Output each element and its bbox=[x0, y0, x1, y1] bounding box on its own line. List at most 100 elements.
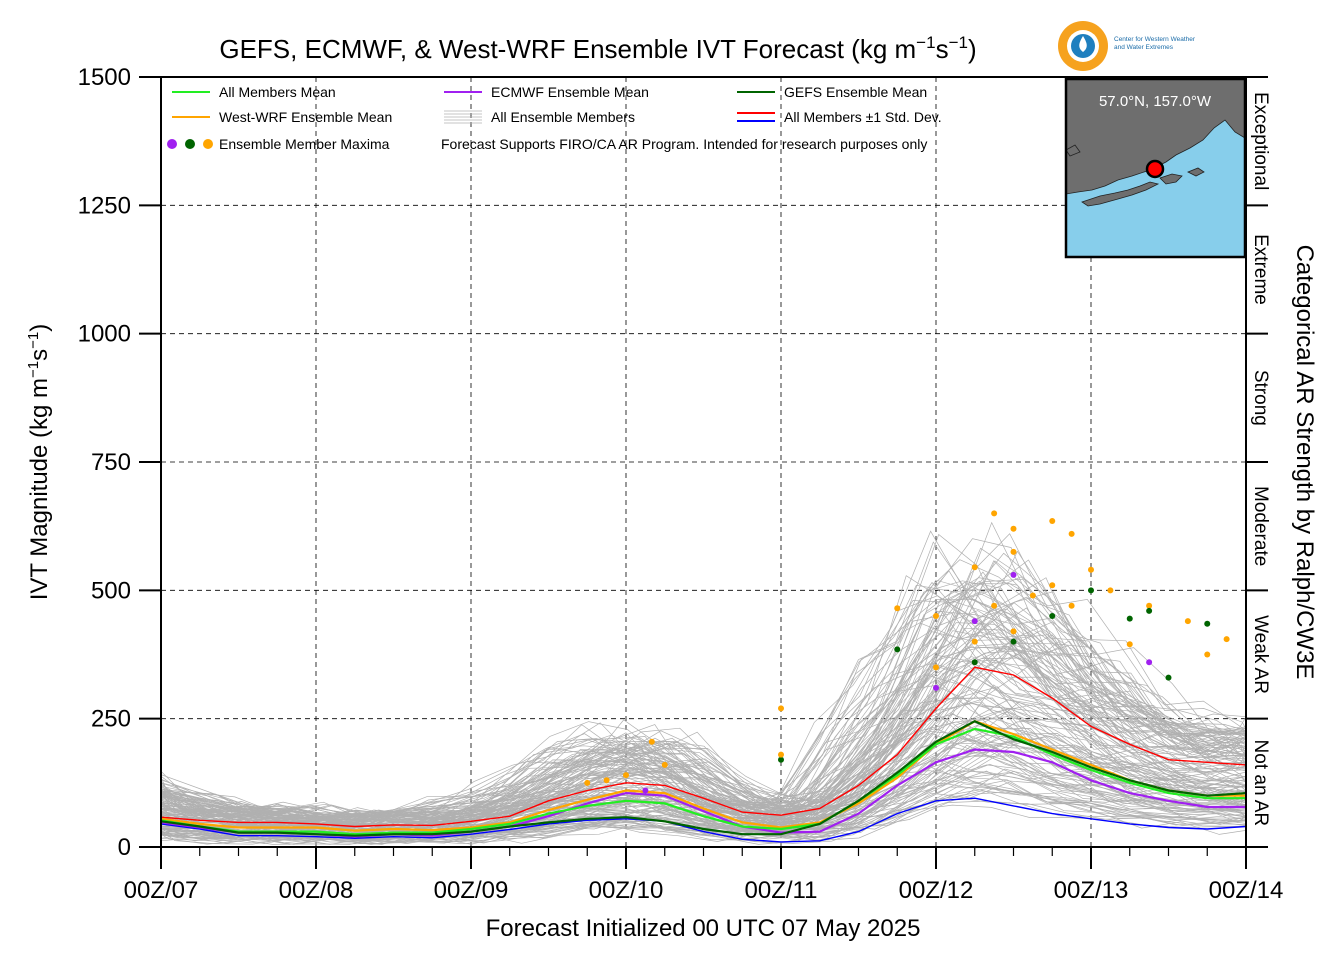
x-tick-label: 00Z/11 bbox=[745, 877, 818, 904]
inset-frame bbox=[1064, 77, 1247, 259]
y-axis: 0 250 500 750 1000 1250 1500 bbox=[78, 64, 161, 861]
category-label: Not an AR bbox=[1250, 740, 1271, 827]
x-tick-label: 00Z/12 bbox=[899, 877, 974, 904]
legend-all-mean: All Members Mean bbox=[219, 84, 336, 100]
maxima-point-wwrf bbox=[1010, 628, 1017, 635]
category-label: Moderate bbox=[1250, 486, 1271, 566]
maxima-point-wwrf bbox=[1184, 618, 1191, 625]
y-tick-label: 1000 bbox=[78, 321, 131, 348]
maxima-point-wwrf bbox=[991, 602, 998, 609]
x-tick-label: 00Z/10 bbox=[589, 877, 664, 904]
maxima-point-wwrf bbox=[1049, 518, 1056, 525]
category-axis: Exceptional Extreme Strong Moderate Weak AR N… bbox=[1246, 76, 1271, 848]
maxima-point-wwrf bbox=[661, 761, 668, 768]
ensemble-member-line bbox=[161, 770, 1246, 845]
x-tick-label: 00Z/09 bbox=[434, 877, 509, 904]
ensemble-member-line bbox=[161, 764, 1246, 841]
maxima-point-ecmwf bbox=[1146, 659, 1153, 666]
maxima-point-wwrf bbox=[778, 751, 784, 758]
maxima-point-wwrf bbox=[1068, 602, 1075, 609]
ensemble-member-line bbox=[161, 721, 1246, 837]
maxima-point-wwrf bbox=[1068, 530, 1075, 537]
logo-line1: Center for Western Weather bbox=[1114, 36, 1196, 43]
maxima-point-gefs bbox=[1126, 615, 1133, 622]
series-wwrf bbox=[161, 719, 1246, 832]
legend: All Members Mean ECMWF Ensemble Mean GEF… bbox=[167, 84, 942, 152]
legend-dot-ecmwf bbox=[167, 139, 177, 149]
chart-title: GEFS, ECMWF, & West-WRF Ensemble IVT For… bbox=[219, 33, 976, 64]
maxima-point-gefs bbox=[1204, 620, 1211, 627]
maxima-point-gefs bbox=[1165, 674, 1172, 681]
maxima-point-wwrf bbox=[623, 772, 629, 779]
legend-ecmwf-mean: ECMWF Ensemble Mean bbox=[491, 84, 649, 100]
category-label: Weak AR bbox=[1250, 615, 1271, 694]
maxima-point-gefs bbox=[1088, 587, 1094, 594]
category-label: Extreme bbox=[1250, 234, 1271, 305]
location-marker-icon bbox=[1145, 159, 1165, 179]
ensemble-member-line bbox=[161, 560, 1246, 822]
ensemble-member-line bbox=[161, 541, 1246, 822]
ensemble-member-line bbox=[161, 630, 1246, 831]
maxima-point-gefs bbox=[1010, 638, 1017, 645]
series-gefs bbox=[161, 719, 1246, 837]
y-tick-label: 750 bbox=[91, 449, 131, 476]
cw3e-logo: Center for Western Weather and Water Ext… bbox=[1058, 21, 1196, 71]
x-tick-label: 00Z/14 bbox=[1209, 877, 1284, 904]
legend-wwrf-mean: West-WRF Ensemble Mean bbox=[219, 109, 392, 125]
maxima-point-gefs bbox=[1146, 607, 1153, 614]
legend-dot-gefs bbox=[185, 139, 195, 149]
x-tick-label: 00Z/08 bbox=[279, 877, 354, 904]
maxima-point-wwrf bbox=[1146, 602, 1153, 609]
x-axis-label: Forecast Initialized 00 UTC 07 May 2025 bbox=[486, 915, 921, 942]
ensemble-member-line bbox=[161, 804, 1246, 845]
series-all_mean bbox=[161, 727, 1246, 836]
ensemble-member-line bbox=[161, 533, 1246, 821]
legend-all-members: All Ensemble Members bbox=[491, 109, 635, 125]
legend-dot-wwrf bbox=[203, 139, 213, 149]
ensemble-member-line bbox=[161, 533, 1246, 820]
legend-swatch-members bbox=[444, 110, 482, 124]
ensemble-member-line bbox=[161, 610, 1246, 828]
maxima-point-wwrf bbox=[1049, 582, 1056, 589]
maxima-point-wwrf bbox=[1204, 651, 1211, 658]
logo-line2: and Water Extremes bbox=[1114, 44, 1174, 51]
maxima-point-wwrf bbox=[1029, 592, 1036, 599]
ensemble-member-line bbox=[161, 790, 1246, 844]
maxima-point-gefs bbox=[1049, 613, 1056, 619]
legend-maxima: Ensemble Member Maxima bbox=[219, 136, 390, 152]
legend-std-dev: All Members ±1 Std. Dev. bbox=[784, 109, 942, 125]
y-tick-label: 1250 bbox=[78, 192, 131, 219]
series-lines bbox=[161, 666, 1246, 843]
maxima-point-ecmwf bbox=[971, 618, 978, 625]
series-std_upper bbox=[161, 666, 1246, 828]
y-tick-label: 500 bbox=[91, 577, 131, 604]
maxima-point-wwrf bbox=[1010, 548, 1017, 555]
x-axis: 00Z/07 00Z/08 00Z/09 00Z/10 00Z/11 00Z/12 00Z/… bbox=[124, 847, 1284, 904]
category-label: Exceptional bbox=[1250, 92, 1271, 190]
maxima-point-wwrf bbox=[971, 564, 978, 571]
ensemble-member-line bbox=[161, 631, 1246, 828]
maxima-point-wwrf bbox=[648, 738, 655, 745]
legend-gefs-mean: GEFS Ensemble Mean bbox=[784, 84, 927, 100]
maxima-point-gefs bbox=[778, 756, 784, 763]
inset-map: 57.0°N, 157.0°W bbox=[1064, 77, 1247, 259]
y-axis-label: IVT Magnitude (kg m−1s−1) bbox=[25, 324, 53, 601]
maxima-point-wwrf bbox=[1088, 566, 1094, 573]
maxima-point-wwrf bbox=[1223, 636, 1230, 643]
right-axis-label: Categorical AR Strength by Ralph/CW3E bbox=[1291, 245, 1318, 680]
maxima-point-wwrf bbox=[603, 777, 610, 784]
inset-land bbox=[1066, 79, 1245, 207]
maxima-point-ecmwf bbox=[933, 684, 939, 691]
ensemble-member-line bbox=[161, 770, 1246, 840]
maxima-point-gefs bbox=[971, 659, 978, 666]
legend-note: Forecast Supports FIRO/CA AR Program. In… bbox=[441, 136, 927, 152]
maxima-point-wwrf bbox=[1107, 587, 1114, 594]
inset-location: 57.0°N, 157.0°W bbox=[1099, 93, 1212, 110]
maxima-point-wwrf bbox=[991, 510, 998, 517]
ensemble-member-line bbox=[161, 581, 1246, 819]
y-tick-label: 0 bbox=[118, 834, 131, 861]
maxima-point-wwrf bbox=[1010, 525, 1017, 532]
ensemble-member-line bbox=[161, 598, 1246, 821]
category-label: Strong bbox=[1250, 370, 1271, 426]
